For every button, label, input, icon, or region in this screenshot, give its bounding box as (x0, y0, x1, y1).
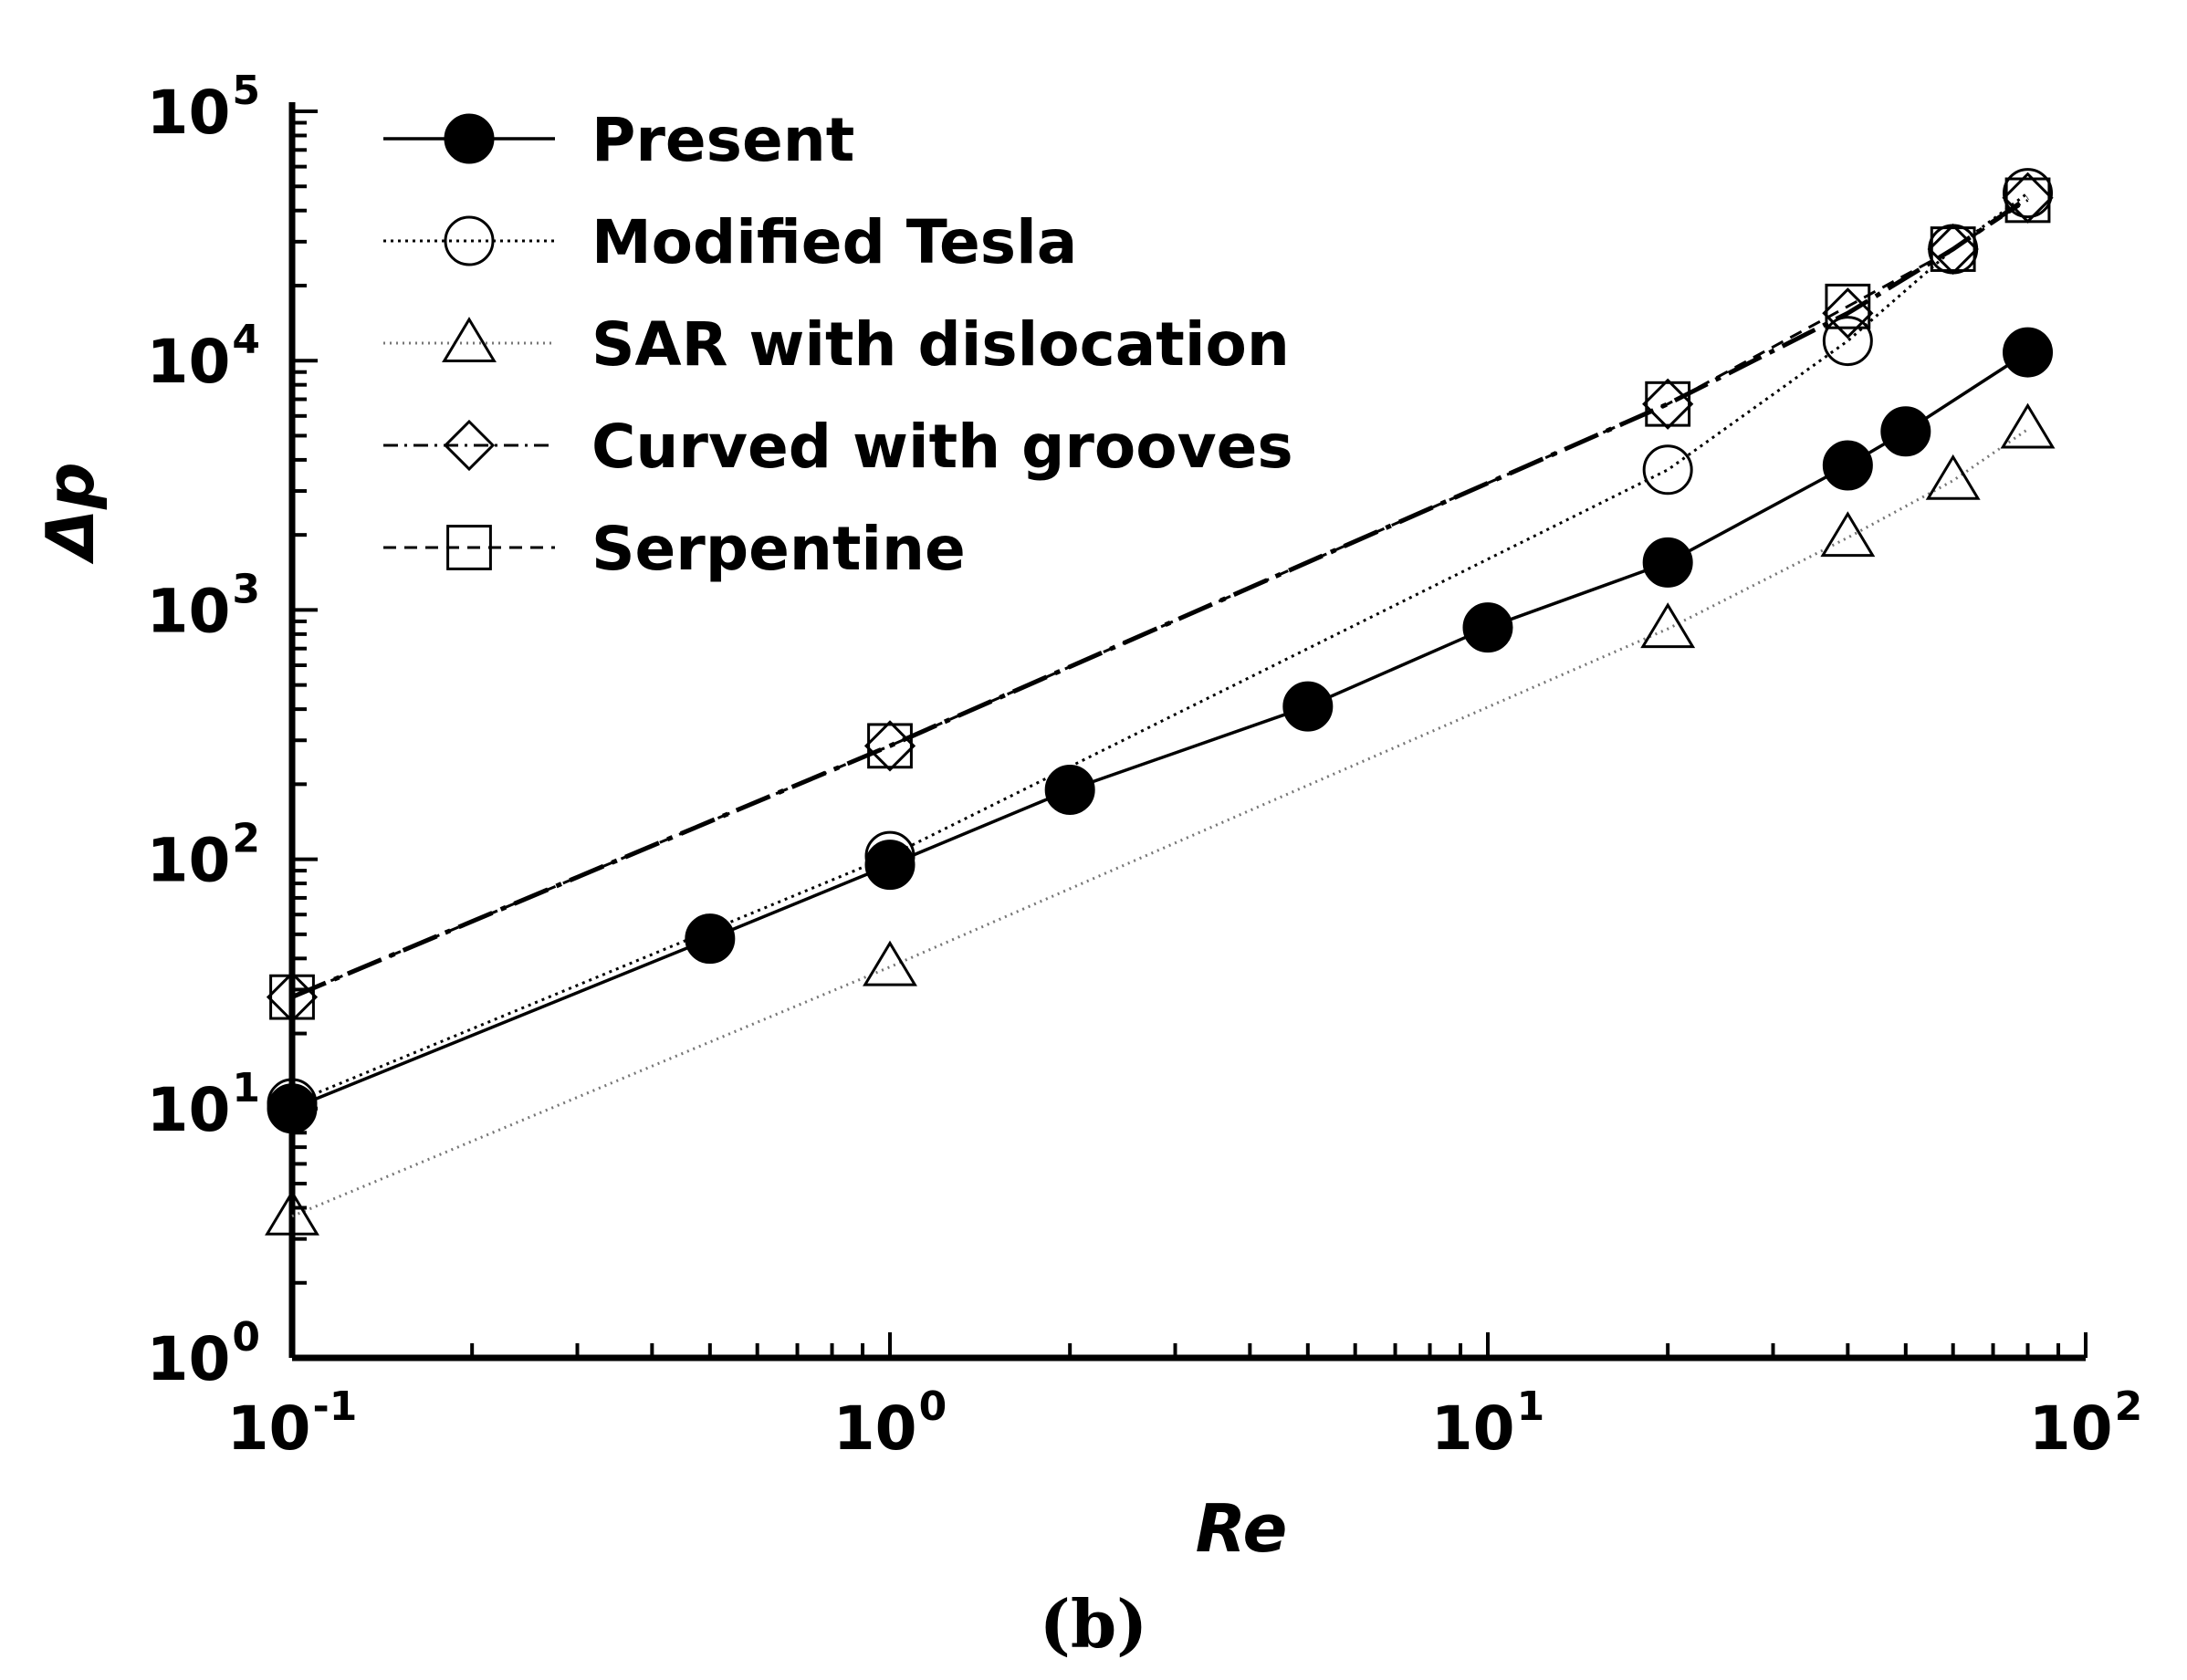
data-point-present (685, 913, 736, 965)
x-tick-label-base: 10 (833, 1393, 917, 1464)
y-tick-label-base: 10 (147, 1075, 231, 1145)
data-point-present (864, 840, 916, 891)
x-tick-label-exp: 0 (919, 1383, 947, 1430)
legend-marker (443, 419, 496, 472)
x-tick-label-exp: 1 (1517, 1383, 1545, 1430)
data-point-sar-with-dislocation (863, 940, 917, 986)
data-point-present (2003, 327, 2054, 378)
data-point-curved-with-grooves (1927, 223, 1979, 276)
legend-marker (444, 113, 495, 164)
legend-item-modified-tesla: Modified Tesla (383, 207, 1077, 277)
x-axis-title: Re (1196, 1490, 1288, 1567)
x-tick-label: 10 1 (1431, 1383, 1544, 1464)
x-tick-label-base: 10 (227, 1393, 311, 1464)
legend-marker (444, 215, 495, 266)
data-point-present (1642, 537, 1693, 588)
data-point-modified-tesla (1822, 316, 1873, 367)
y-tick-label-base: 10 (147, 576, 231, 646)
data-point-curved-with-grooves (266, 971, 319, 1023)
x-tick-label-base: 10 (2029, 1393, 2113, 1464)
data-point-serpentine (1825, 283, 1871, 329)
y-axis-title: Δp (32, 462, 109, 564)
legend-marker (442, 317, 497, 362)
data-point-sar-with-dislocation (2000, 402, 2056, 449)
data-point-sar-with-dislocation (265, 1189, 319, 1236)
data-point-serpentine (1930, 226, 1976, 272)
legend-item-present: Present (383, 105, 854, 175)
legend-label: Serpentine (591, 514, 966, 584)
y-tick-label-base: 10 (147, 327, 231, 397)
x-tick-label: 10 2 (2029, 1383, 2142, 1464)
legend-item-serpentine: Serpentine (383, 514, 966, 584)
figure-caption: (b) (1040, 1585, 1147, 1663)
legend: Present Modified Tesla SAR with dislocatio… (383, 105, 1293, 584)
y-tick-label: 10 1 (147, 1065, 260, 1145)
data-point-serpentine (867, 723, 913, 769)
data-point-serpentine (1645, 381, 1691, 427)
data-point-modified-tesla (2003, 168, 2054, 219)
y-tick-label: 10 3 (147, 566, 260, 646)
y-tick-label-base: 10 (147, 1324, 231, 1394)
data-point-sar-with-dislocation (1640, 602, 1696, 649)
x-tick-label: 10 0 (833, 1383, 947, 1464)
data-point-sar-with-dislocation (1820, 511, 1876, 558)
x-tick-label-exp: -1 (312, 1383, 357, 1430)
y-tick-label: 10 4 (147, 317, 260, 397)
x-tick-label-exp: 2 (2115, 1383, 2143, 1430)
series-layer (265, 168, 2056, 1236)
y-tick-label: 10 2 (147, 816, 260, 896)
data-point-curved-with-grooves (1822, 287, 1874, 339)
data-point-curved-with-grooves (863, 720, 916, 772)
y-tick-label-exp: 4 (232, 317, 260, 363)
series-line-serpentine (291, 199, 2029, 998)
legend-item-curved-with-grooves: Curved with grooves (383, 412, 1293, 482)
data-point-present (1462, 602, 1513, 653)
data-point-curved-with-grooves (1642, 378, 1694, 430)
data-point-present (1822, 440, 1873, 491)
y-tick-label: 10 0 (147, 1314, 260, 1394)
y-tick-label-exp: 1 (232, 1065, 260, 1111)
data-point-modified-tesla (1642, 444, 1693, 496)
series-line-present (291, 350, 2029, 1111)
y-tick-label-exp: 0 (232, 1314, 260, 1361)
data-point-present (1044, 764, 1095, 815)
data-point-present (267, 1083, 318, 1134)
data-point-serpentine (269, 974, 315, 1020)
x-tick-label-base: 10 (1431, 1393, 1515, 1464)
legend-marker (446, 525, 492, 570)
axes-layer: 10 010 110 210 310 410 510 -1 10 0 10 1 10 2 (147, 68, 2143, 1464)
legend-label: Present (591, 105, 854, 175)
y-tick-label-exp: 5 (232, 68, 260, 114)
legend-label: SAR with dislocation (591, 309, 1290, 380)
legend-label: Curved with grooves (591, 412, 1293, 482)
x-tick-label: 10 -1 (227, 1383, 358, 1464)
y-tick-label: 10 5 (147, 68, 260, 148)
y-tick-label-exp: 3 (232, 566, 260, 612)
y-tick-label-base: 10 (147, 826, 231, 896)
legend-item-sar-with-dislocation: SAR with dislocation (383, 309, 1290, 380)
y-tick-label-base: 10 (147, 78, 231, 148)
y-tick-label-exp: 2 (232, 816, 260, 862)
data-point-present (1880, 406, 1931, 457)
data-point-sar-with-dislocation (1925, 454, 1981, 500)
data-point-present (1282, 681, 1334, 732)
legend-label: Modified Tesla (591, 207, 1077, 277)
data-point-serpentine (2004, 177, 2051, 224)
